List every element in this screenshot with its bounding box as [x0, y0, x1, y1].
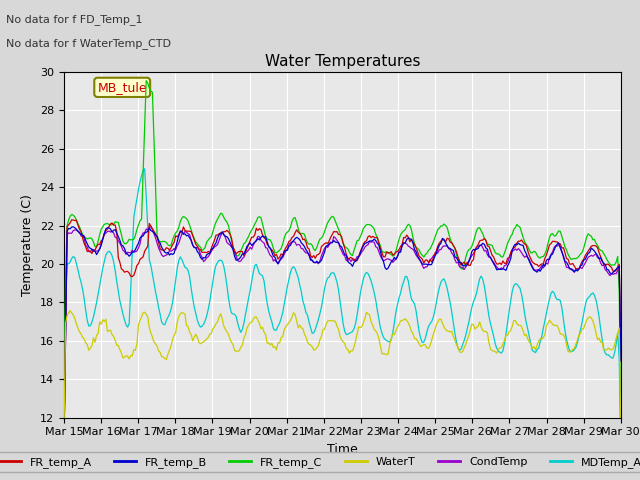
Text: No data for f WaterTemp_CTD: No data for f WaterTemp_CTD	[6, 38, 172, 49]
Text: MB_tule: MB_tule	[97, 81, 147, 94]
Title: Water Temperatures: Water Temperatures	[265, 54, 420, 70]
X-axis label: Time: Time	[327, 443, 358, 456]
Text: No data for f FD_Temp_1: No data for f FD_Temp_1	[6, 14, 143, 25]
Y-axis label: Temperature (C): Temperature (C)	[22, 194, 35, 296]
Legend: FR_temp_A, FR_temp_B, FR_temp_C, WaterT, CondTemp, MDTemp_A: FR_temp_A, FR_temp_B, FR_temp_C, WaterT,…	[0, 452, 640, 472]
